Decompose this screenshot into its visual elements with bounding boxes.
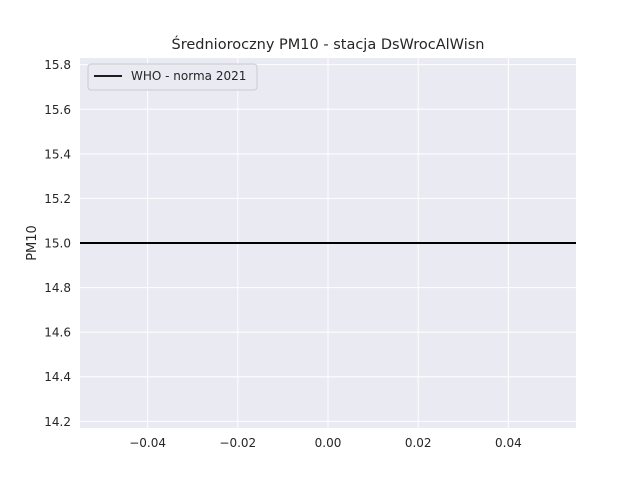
legend-label-who-norma: WHO - norma 2021 (131, 69, 246, 83)
y-tick-label: 15.2 (44, 192, 71, 206)
y-tick-label: 15.4 (44, 147, 71, 161)
y-tick-label: 15.8 (44, 58, 71, 72)
x-tick-label: −0.04 (129, 436, 166, 450)
y-tick-label: 15.0 (44, 237, 71, 251)
y-tick-label: 14.8 (44, 281, 71, 295)
y-tick-labels: 14.2 14.4 14.6 14.8 15.0 15.2 15.4 15.6 15.8 (44, 58, 71, 429)
x-tick-label: 0.02 (405, 436, 432, 450)
y-axis-label: PM10 (25, 225, 40, 261)
x-tick-label: 0.00 (315, 436, 342, 450)
y-tick-label: 14.4 (44, 370, 71, 384)
chart-title: Średnioroczny PM10 - stacja DsWrocAlWisn (172, 35, 485, 53)
y-tick-label: 15.6 (44, 103, 71, 117)
x-tick-label: 0.04 (495, 436, 522, 450)
y-tick-label: 14.2 (44, 415, 71, 429)
x-tick-label: −0.02 (219, 436, 256, 450)
legend-box (87, 63, 258, 91)
legend: WHO - norma 2021 (87, 63, 258, 91)
x-tick-labels: −0.04 −0.02 0.00 0.02 0.04 (129, 436, 521, 450)
y-tick-label: 14.6 (44, 326, 71, 340)
